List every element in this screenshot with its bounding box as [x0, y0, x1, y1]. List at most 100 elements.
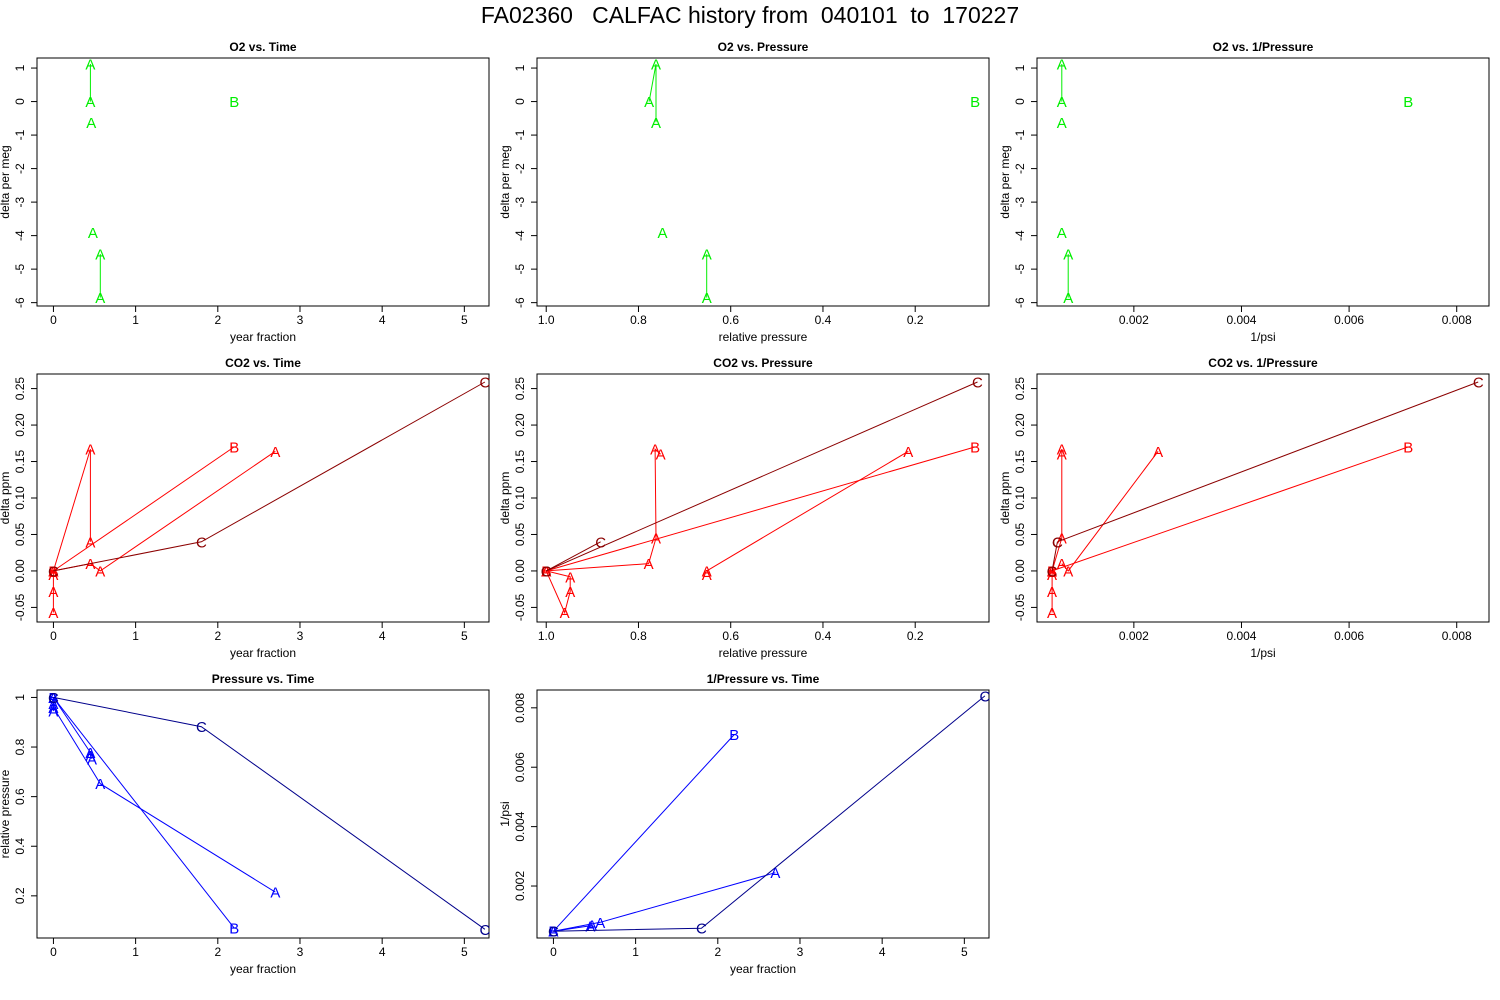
data-point-label: B: [229, 921, 239, 938]
x-tick-label: 4: [379, 945, 386, 959]
data-point-label: A: [595, 915, 605, 932]
data-point-label: A: [587, 918, 597, 935]
chart-o2-pressure: O2 vs. Pressure relative pressure delta pe…: [498, 40, 990, 344]
y-tick-label: 0.05: [513, 522, 527, 546]
data-point-label: A: [88, 225, 98, 242]
x-tick-label: 0.8: [630, 313, 647, 327]
data-point-label: A: [85, 534, 95, 551]
y-tick-label: -3: [13, 196, 27, 207]
series-line: [545, 570, 571, 615]
data-point-label: A: [548, 924, 558, 941]
y-tick-label: 0.004: [513, 811, 527, 841]
series-line: [648, 63, 657, 123]
data-point-label: C: [548, 924, 559, 941]
y-tick-label: 1: [13, 694, 27, 701]
data-point-label: A: [1063, 247, 1073, 264]
data-point-label: A: [48, 563, 58, 580]
y-tick-label: 0.6: [13, 788, 27, 805]
data-point-label: A: [48, 563, 58, 580]
x-tick-label: 3: [297, 945, 304, 959]
series-line: [53, 450, 276, 572]
data-point-label: A: [651, 115, 661, 132]
series-line: [1051, 449, 1063, 572]
chart-title: 1/Pressure vs. Time: [707, 672, 820, 686]
data-point-label: A: [85, 556, 95, 573]
y-tick-label: -1: [513, 129, 527, 140]
data-point-label: B: [48, 563, 58, 580]
data-point-label: C: [196, 534, 207, 551]
x-tick-label: 5: [461, 945, 468, 959]
y-tick-label: -0.05: [13, 593, 27, 621]
y-axis-label: delta per meg: [0, 145, 12, 218]
y-tick-label: 0.10: [513, 486, 527, 510]
y-axis-label: delta ppm: [0, 472, 12, 525]
x-tick-label: 1.0: [538, 313, 555, 327]
y-tick-label: -0.05: [1013, 593, 1027, 621]
series-line: [546, 447, 661, 572]
data-point-label: A: [48, 605, 58, 622]
y-tick-label: 0.00: [13, 559, 27, 583]
plot-frame: [536, 57, 990, 307]
chart-title: Pressure vs. Time: [212, 672, 315, 686]
y-tick-label: -3: [513, 196, 527, 207]
plot-frame: [536, 689, 990, 939]
data-point-label: A: [95, 290, 105, 307]
series-line: [52, 697, 93, 760]
chart-title: O2 vs. 1/Pressure: [1213, 40, 1314, 54]
x-axis-label: year fraction: [230, 330, 296, 344]
data-point-label: A: [548, 924, 558, 941]
x-tick-label: 5: [461, 629, 468, 643]
data-point-label: A: [85, 745, 95, 762]
y-axis-label: 1/psi: [498, 801, 512, 826]
x-tick-label: 1: [132, 629, 139, 643]
data-point-label: A: [1057, 94, 1067, 111]
x-tick-label: 0.002: [1119, 313, 1149, 327]
data-point-label: A: [650, 442, 660, 459]
y-tick-label: 0.006: [513, 752, 527, 782]
x-tick-label: 2: [214, 945, 221, 959]
data-point-label: A: [1057, 447, 1067, 464]
data-point-label: A: [1047, 563, 1057, 580]
data-point-label: A: [1057, 556, 1067, 573]
chart-o2-invpressure: O2 vs. 1/Pressure 1/psi delta per meg 0.002…: [998, 40, 1490, 344]
chart-co2-time: CO2 vs. Time year fraction delta ppm 0 1 2 3 4 5…: [0, 356, 490, 660]
x-tick-label: 5: [961, 945, 968, 959]
x-tick-label: 0.004: [1226, 313, 1256, 327]
x-tick-label: 2: [214, 313, 221, 327]
data-point-label: B: [1403, 439, 1413, 456]
data-point-label: A: [95, 776, 105, 793]
plot-frame: [1036, 57, 1490, 307]
series-line: [553, 734, 735, 932]
series-line: [53, 446, 235, 572]
y-tick-label: 0.2: [13, 887, 27, 904]
y-tick-label: 0.15: [513, 450, 527, 474]
chart-o2-time: O2 vs. Time year fraction delta per meg 0 1 2…: [0, 40, 490, 344]
data-point-label: B: [970, 94, 980, 111]
x-tick-label: 4: [379, 313, 386, 327]
chart-invpressure-time: 1/Pressure vs. Time year fraction 1/psi 0 1 2…: [498, 672, 990, 976]
x-tick-label: 2: [214, 629, 221, 643]
y-axis-label: delta ppm: [998, 472, 1012, 525]
data-point-label: A: [541, 563, 551, 580]
data-point-label: A: [85, 442, 95, 459]
y-tick-label: 0.20: [13, 413, 27, 437]
data-point-label: B: [229, 94, 239, 111]
data-point-label: C: [696, 921, 707, 938]
x-tick-label: 5: [461, 313, 468, 327]
y-tick-label: -4: [13, 230, 27, 241]
data-point-label: B: [970, 439, 980, 456]
data-point-label: A: [702, 290, 712, 307]
x-tick-label: 0.6: [722, 313, 739, 327]
plot-frame: [536, 373, 990, 623]
y-tick-label: 0: [1013, 98, 1027, 105]
chart-title: O2 vs. Pressure: [718, 40, 809, 54]
y-tick-label: -5: [513, 263, 527, 274]
x-tick-label: 0: [50, 629, 57, 643]
y-tick-label: -2: [1013, 163, 1027, 174]
x-tick-label: 0.2: [907, 313, 924, 327]
y-tick-label: 0.002: [513, 871, 527, 901]
y-tick-label: 0.05: [13, 522, 27, 546]
data-point-label: C: [1473, 375, 1484, 392]
data-point-label: C: [541, 563, 552, 580]
chart-title: CO2 vs. Time: [225, 356, 301, 370]
